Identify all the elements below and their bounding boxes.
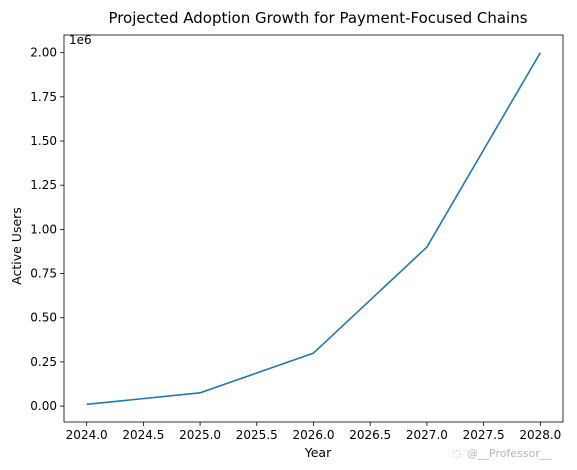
watermark-text: @__Professor__ <box>467 447 551 460</box>
y-tick-label: 0.75 <box>30 267 57 281</box>
y-axis-label: Active Users <box>9 207 24 285</box>
x-axis-ticks: 2024.0 2024.5 2025.0 2025.5 2026.0 2026.5 2027… <box>66 422 561 442</box>
x-tick-label: 2026.0 <box>293 428 335 442</box>
x-tick-label: 2025.0 <box>179 428 221 442</box>
x-tick-label: 2027.5 <box>463 428 505 442</box>
y-tick-label: 1.00 <box>30 222 57 236</box>
y-tick-label: 1.75 <box>30 90 57 104</box>
x-tick-label: 2024.5 <box>122 428 164 442</box>
wechat-icon: ◌ <box>452 447 462 460</box>
x-tick-label: 2024.0 <box>66 428 108 442</box>
y-tick-label: 0.00 <box>30 399 57 413</box>
series-line <box>86 52 542 406</box>
x-tick-label: 2028.0 <box>519 428 561 442</box>
x-axis-label: Year <box>304 445 332 460</box>
y-tick-label: 0.50 <box>30 311 57 325</box>
x-tick-label: 2025.5 <box>236 428 278 442</box>
y-tick-label: 0.25 <box>30 355 57 369</box>
y-tick-label: 1.50 <box>30 134 57 148</box>
y-tick-label: 1.25 <box>30 178 57 192</box>
plot-frame <box>63 34 564 423</box>
y-axis-ticks: 0.00 0.25 0.50 0.75 1.00 1.25 1.50 1.75 2.00 <box>30 46 64 413</box>
y-tick-label: 2.00 <box>30 46 57 60</box>
y-offset-label: 1e6 <box>69 33 92 47</box>
watermark: ◌ @__Professor__ <box>452 447 551 460</box>
series-lines <box>86 52 542 406</box>
x-tick-label: 2027.0 <box>406 428 448 442</box>
chart-title: Projected Adoption Growth for Payment-Fo… <box>108 9 527 27</box>
x-tick-label: 2026.5 <box>349 428 391 442</box>
